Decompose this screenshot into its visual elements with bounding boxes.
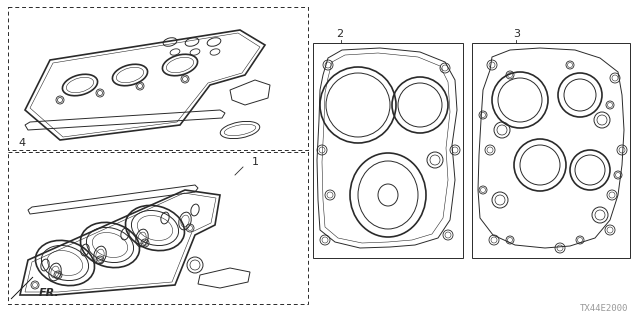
Text: 4: 4 <box>18 138 25 148</box>
Bar <box>8 152 308 304</box>
Text: 2: 2 <box>336 29 343 39</box>
Text: 1: 1 <box>252 157 259 167</box>
Text: FR.: FR. <box>39 288 60 298</box>
Bar <box>472 43 630 258</box>
Bar <box>8 7 308 150</box>
Text: 3: 3 <box>513 29 520 39</box>
Text: TX44E2000: TX44E2000 <box>580 304 628 313</box>
Polygon shape <box>11 277 33 299</box>
Bar <box>313 43 463 258</box>
